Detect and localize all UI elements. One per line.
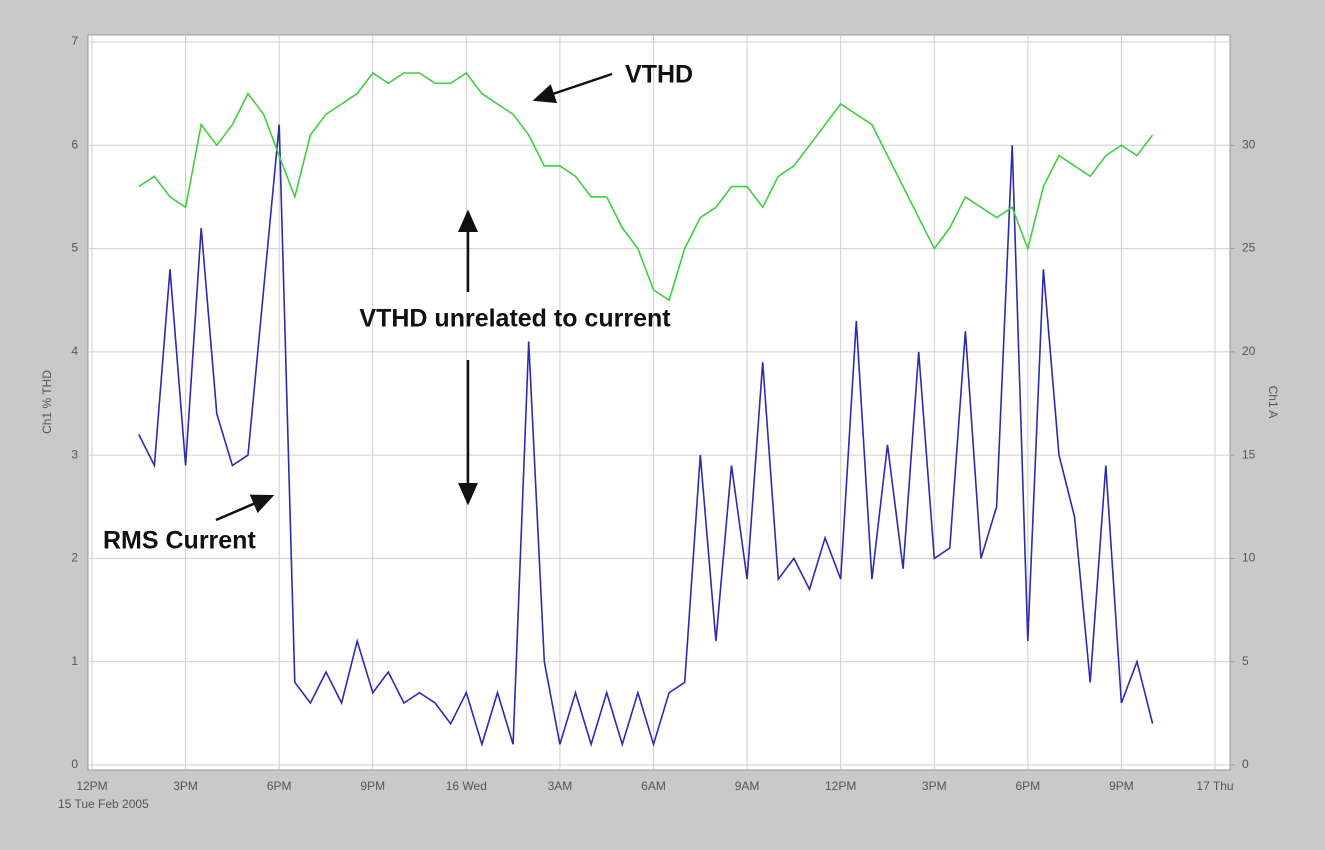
y-axis-label: Ch1 % THD: [40, 370, 54, 434]
x-tick-label: 9PM: [1109, 779, 1134, 793]
y-tick-label: 3: [71, 447, 78, 461]
y2-tick-label: 0: [1242, 757, 1249, 771]
y-tick-label: 4: [71, 344, 78, 358]
current-arrow: [215, 494, 275, 522]
x-tick-label: 3PM: [173, 779, 198, 793]
x-tick-label: 12PM: [825, 779, 856, 793]
y-tick-label: 6: [71, 137, 78, 151]
x-tick-label: 6AM: [641, 779, 666, 793]
y2-tick-label: 10: [1242, 551, 1256, 565]
x-tick-label: 6PM: [267, 779, 292, 793]
x-tick-label: 9PM: [360, 779, 385, 793]
y2-tick-label: 25: [1242, 241, 1256, 255]
x-tick-label: 3AM: [548, 779, 573, 793]
plot-area: [87, 34, 1231, 771]
plot: 12PM 3PM 6PM 9PM 16 Wed 3AM 6AM 9AM 12PM 3PM 6PM 9P…: [71, 34, 1255, 793]
x-tick-label: 9AM: [735, 779, 760, 793]
vthd-arrow: [532, 72, 613, 104]
unrelated-annotation: VTHD unrelated to current: [359, 305, 671, 333]
y-tick-label: 1: [71, 654, 78, 668]
current-annotation: RMS Current: [103, 527, 256, 555]
x-tick-label: 12PM: [76, 779, 107, 793]
y2-tick-label: 20: [1242, 344, 1256, 358]
series-line: [138, 71, 1154, 302]
y-tick-label: 2: [71, 551, 78, 565]
x-tick-label: 3PM: [922, 779, 947, 793]
y-tick-label: 7: [71, 34, 78, 48]
y2-tick-label: 15: [1242, 447, 1256, 461]
series-line: [138, 124, 1154, 748]
y-tick-label: 0: [71, 757, 78, 771]
x-tick-label: 6PM: [1015, 779, 1040, 793]
y2-tick-label: 30: [1242, 137, 1256, 151]
vthd-annotation: VTHD: [625, 61, 693, 89]
y-tick-label: 5: [71, 241, 78, 255]
date-subtitle: 15 Tue Feb 2005: [58, 797, 149, 811]
x-tick-label: 16 Wed: [446, 779, 487, 793]
x-tick-label: 17 Thu: [1196, 779, 1233, 793]
y2-tick-label: 5: [1242, 654, 1249, 668]
y2-axis-label: Ch1 A: [1266, 386, 1280, 419]
